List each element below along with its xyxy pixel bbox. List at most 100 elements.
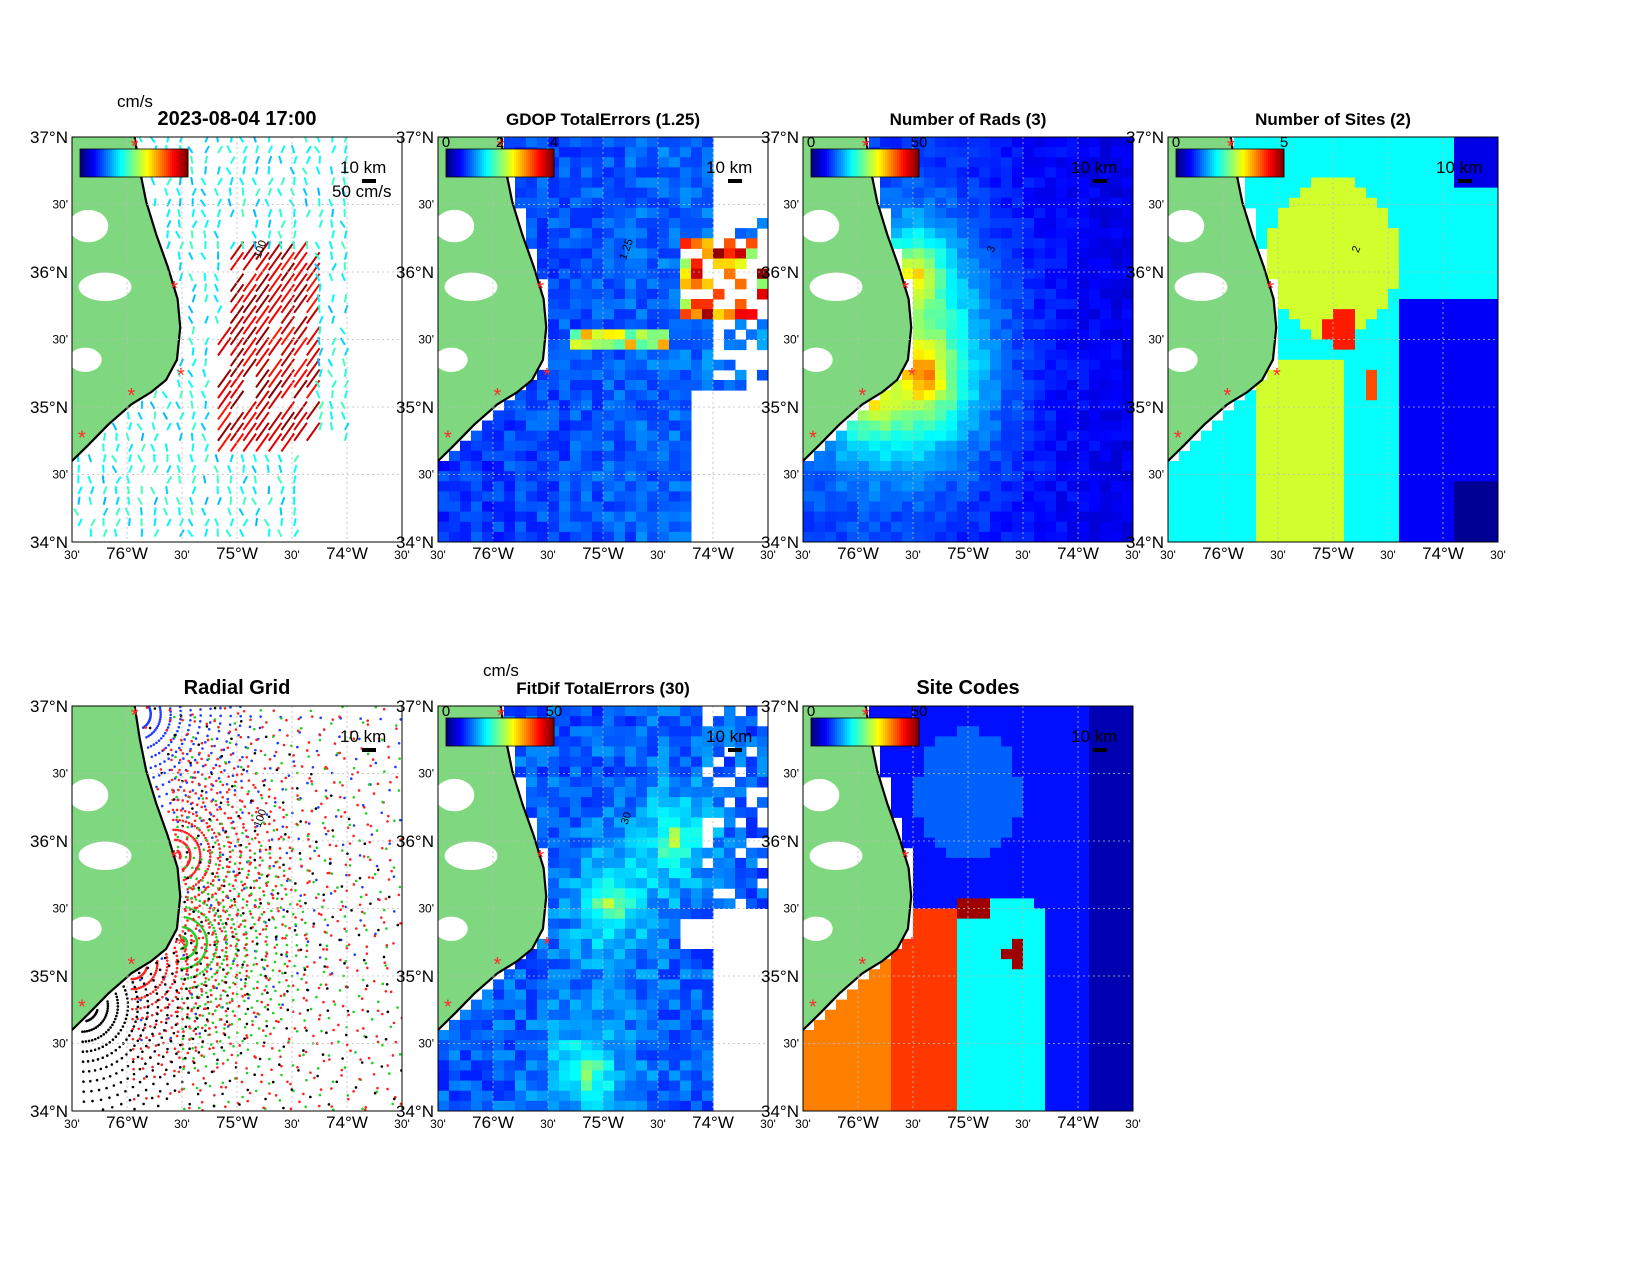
data-cell: [669, 349, 681, 361]
current-vector: [200, 188, 207, 197]
radial-grid-point: [272, 709, 276, 712]
colorbar-swatch: [454, 149, 457, 177]
colorbar-swatch: [168, 149, 171, 177]
data-cell: [847, 491, 859, 502]
radial-grid-point: [237, 1018, 241, 1021]
data-cell: [614, 410, 626, 421]
radial-grid-point: [141, 726, 145, 729]
colorbar-swatch: [178, 149, 181, 177]
data-cell: [1289, 268, 1301, 280]
data-cell: [1001, 491, 1013, 502]
radial-grid-point: [265, 943, 269, 946]
data-cell: [924, 471, 936, 482]
data-cell: [1421, 501, 1433, 513]
current-vector: [342, 198, 346, 207]
data-cell: [1399, 329, 1411, 340]
data-cell: [1067, 390, 1079, 401]
data-cell: [1454, 278, 1466, 290]
radial-grid-point: [207, 845, 211, 849]
radial-grid-point: [398, 818, 402, 822]
radial-grid-point: [352, 824, 356, 827]
data-cell: [1344, 430, 1356, 442]
data-cell: [1045, 167, 1057, 178]
data-cell: [724, 238, 736, 249]
colorbar-swatch: [464, 149, 467, 177]
radial-grid-point: [386, 1087, 389, 1091]
data-cell: [924, 440, 936, 452]
data-cell: [1034, 218, 1046, 229]
data-cell: [913, 450, 925, 462]
current-vector: [177, 454, 181, 463]
current-vector: [267, 283, 283, 303]
colorbar-swatch: [116, 149, 119, 177]
radial-grid-point: [238, 799, 242, 802]
radial-grid-point: [240, 779, 243, 783]
current-vector: [267, 326, 283, 346]
current-vector: [191, 358, 197, 367]
colorbar-swatch: [548, 149, 551, 177]
current-vector: [187, 305, 194, 314]
data-cell: [913, 501, 925, 513]
current-vector: [252, 240, 258, 250]
radial-grid-point: [194, 737, 198, 740]
data-cell: [1322, 207, 1334, 219]
data-cell: [869, 137, 881, 148]
data-cell: [559, 390, 571, 401]
data-cell: [1045, 147, 1057, 158]
data-cell: [1432, 157, 1444, 168]
data-cell: [858, 410, 870, 421]
radial-grid-point: [243, 805, 247, 808]
data-cell: [935, 369, 947, 381]
data-cell: [1300, 491, 1312, 502]
radial-grid-point: [202, 848, 206, 851]
current-vector: [229, 422, 245, 442]
data-cell: [1344, 410, 1356, 421]
current-vector: [189, 496, 194, 506]
data-cell: [1366, 187, 1378, 199]
data-cell: [482, 491, 494, 502]
radial-grid-point: [202, 1055, 206, 1058]
data-cell: [1056, 481, 1068, 492]
data-cell: [1001, 268, 1013, 280]
data-cell: [924, 450, 936, 462]
colorbar-swatch: [1202, 149, 1205, 177]
radial-grid-point: [203, 968, 207, 971]
data-cell: [1122, 137, 1133, 148]
panel-frame: [437, 136, 769, 543]
data-cell: [1089, 288, 1101, 300]
current-vector: [149, 137, 156, 143]
colorbar-swatch: [452, 149, 455, 177]
radial-grid-point: [214, 841, 217, 844]
data-cell: [1034, 471, 1046, 482]
data-cell: [1388, 299, 1400, 310]
data-cell: [990, 461, 1002, 472]
data-cell: [1056, 187, 1068, 199]
data-cell: [946, 461, 958, 472]
data-cell: [1023, 521, 1035, 533]
data-cell: [1399, 238, 1411, 249]
radial-grid-point: [255, 936, 259, 939]
data-cell: [1443, 288, 1455, 300]
data-cell: [636, 329, 648, 340]
data-cell: [647, 207, 659, 219]
radial-grid-point: [276, 875, 280, 879]
radial-grid-point: [275, 828, 279, 831]
radial-grid-point: [208, 943, 212, 947]
colorbar-swatch: [486, 149, 489, 177]
data-cell: [1443, 319, 1455, 330]
current-vector: [153, 198, 157, 207]
data-cell: [1454, 450, 1466, 462]
current-vector: [293, 454, 300, 463]
data-cell: [570, 369, 582, 381]
radial-grid-point: [278, 856, 282, 860]
data-cell: [1333, 157, 1345, 168]
lon-tick-label: 30': [1160, 548, 1176, 562]
data-cell: [1300, 339, 1312, 351]
data-cell: [515, 390, 527, 401]
radial-grid-point: [210, 923, 214, 927]
radial-grid-point: [220, 979, 224, 982]
radial-grid-point: [211, 957, 215, 961]
data-cell: [515, 440, 527, 452]
radial-grid-point: [273, 960, 277, 964]
data-cell: [636, 440, 648, 452]
